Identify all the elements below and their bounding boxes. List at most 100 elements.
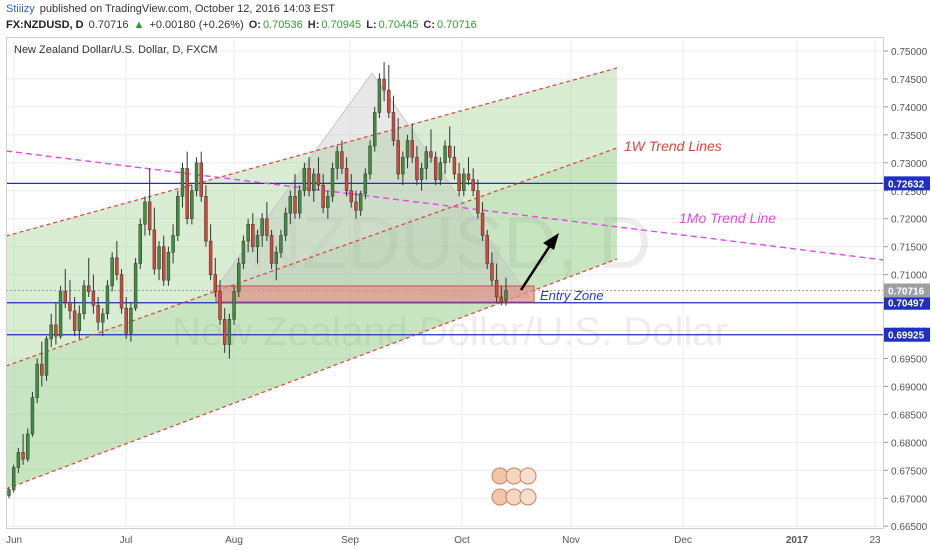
candle-body bbox=[35, 363, 39, 398]
candle-body bbox=[96, 305, 100, 323]
candle-body bbox=[54, 324, 58, 337]
candle-body bbox=[199, 162, 203, 197]
x-tick-label: Oct bbox=[454, 535, 470, 546]
price-line-tag bbox=[884, 176, 930, 191]
y-tick-label: 0.71500 bbox=[891, 243, 928, 254]
candle-body bbox=[162, 246, 166, 281]
event-markers[interactable] bbox=[491, 467, 537, 506]
x-tick-label: Aug bbox=[225, 535, 243, 546]
price-line-label: 0.70497 bbox=[888, 299, 925, 310]
candle-body bbox=[448, 145, 452, 158]
candle-body bbox=[471, 179, 475, 191]
candle-body bbox=[208, 240, 213, 275]
candlesticks bbox=[7, 62, 508, 499]
monthly-trendline bbox=[6, 150, 884, 261]
x-tick-label: Nov bbox=[562, 535, 580, 546]
last-price: 0.70716 bbox=[88, 19, 129, 31]
candle-body bbox=[344, 168, 349, 192]
symbol-watermark: NZDUSD, D New Zealand Dollar/U.S. Dollar bbox=[172, 201, 728, 354]
event-flag-icon[interactable] bbox=[519, 467, 537, 485]
candle-body bbox=[382, 78, 386, 91]
candle-body bbox=[246, 224, 250, 242]
candle-body bbox=[387, 89, 391, 113]
candle-body bbox=[340, 151, 344, 169]
candle-body bbox=[307, 168, 311, 192]
publish-line: Stiiizy published on TradingView.com, Oc… bbox=[6, 3, 337, 15]
entry-zone-box bbox=[215, 285, 535, 303]
candle-body bbox=[462, 173, 466, 192]
price-line-label: 0.70716 bbox=[888, 286, 925, 297]
candle-body bbox=[7, 489, 11, 496]
candle-body bbox=[16, 452, 21, 468]
candle-body bbox=[237, 263, 241, 292]
candle-body bbox=[30, 397, 35, 435]
price-change: +0.00180 (+0.26%) bbox=[149, 19, 244, 31]
candle-body bbox=[190, 190, 194, 219]
price-line-label: 0.69925 bbox=[888, 331, 925, 342]
x-tick-label: 2017 bbox=[786, 535, 809, 546]
candle-body bbox=[419, 168, 424, 180]
candle-body bbox=[401, 156, 405, 175]
candle-body bbox=[457, 173, 461, 192]
symbol-label[interactable]: FX:NZDUSD, D bbox=[6, 19, 84, 31]
candle-body bbox=[105, 285, 110, 314]
candle-body bbox=[129, 307, 133, 334]
author-link[interactable]: Stiiizy bbox=[6, 3, 35, 15]
candle-body bbox=[213, 274, 218, 292]
candle-body bbox=[358, 193, 363, 211]
candle-body bbox=[171, 235, 175, 253]
candle-body bbox=[72, 310, 77, 331]
candle-body bbox=[373, 112, 377, 147]
y-tick-label: 0.67000 bbox=[891, 494, 928, 505]
price-chart[interactable]: NZDUSD, D New Zealand Dollar/U.S. Dollar… bbox=[0, 36, 932, 550]
candle-body bbox=[265, 218, 269, 236]
candle-body bbox=[63, 291, 67, 303]
candle-body bbox=[166, 252, 171, 281]
price-axis[interactable]: 0.75000 0.74500 0.74000 0.73500 0.73000 0.725… bbox=[884, 37, 932, 533]
candle-body bbox=[119, 274, 124, 309]
event-flag-icon[interactable] bbox=[519, 488, 537, 506]
candle-body bbox=[232, 291, 236, 320]
candle-body bbox=[44, 338, 49, 376]
candle-body bbox=[494, 279, 499, 298]
candle-body bbox=[476, 190, 480, 214]
y-tick-label: 0.74000 bbox=[891, 103, 928, 114]
weekly-trendline-mid bbox=[6, 147, 618, 367]
candle-body bbox=[279, 235, 283, 253]
y-tick-label: 0.72000 bbox=[891, 215, 928, 226]
candle-body bbox=[302, 168, 307, 192]
close-label: C: bbox=[423, 19, 436, 31]
weekly-trendline-top bbox=[6, 67, 618, 237]
candle-body bbox=[21, 452, 25, 460]
candle-body bbox=[354, 201, 358, 211]
candle-body bbox=[288, 196, 293, 214]
candle-body bbox=[326, 196, 330, 208]
weekly-trend-label: 1W Trend Lines bbox=[624, 138, 722, 154]
chart-grid bbox=[6, 37, 884, 529]
candle-body bbox=[49, 324, 53, 340]
y-tick-label: 0.67500 bbox=[891, 466, 928, 477]
open-label: O: bbox=[248, 19, 261, 31]
candle-body bbox=[424, 151, 428, 169]
low-label: L: bbox=[366, 19, 377, 31]
candle-body bbox=[391, 112, 396, 141]
watermark-symbol: NZDUSD, D bbox=[249, 201, 652, 284]
monthly-trend-label: 1Mo Trend Line bbox=[679, 210, 776, 226]
candle-body bbox=[293, 196, 297, 214]
entry-zone-label: Entry Zone bbox=[540, 288, 604, 303]
candle-body bbox=[185, 168, 189, 219]
candle-body bbox=[11, 467, 16, 491]
candle-body bbox=[321, 184, 325, 208]
candle-body bbox=[349, 190, 353, 203]
time-axis[interactable]: Jun Jul Aug Sep Oct Nov Dec 2017 23 bbox=[6, 535, 881, 546]
price-line-tag bbox=[884, 327, 930, 342]
candle-body bbox=[147, 201, 152, 231]
candle-body bbox=[176, 196, 180, 236]
candle-body bbox=[335, 151, 339, 169]
y-tick-label: 0.75000 bbox=[891, 47, 928, 58]
weekly-channel-upper bbox=[6, 68, 617, 366]
candle-body bbox=[452, 156, 457, 175]
candle-body bbox=[58, 291, 63, 337]
candle-body bbox=[433, 156, 438, 180]
y-tick-label: 0.66500 bbox=[891, 522, 928, 533]
